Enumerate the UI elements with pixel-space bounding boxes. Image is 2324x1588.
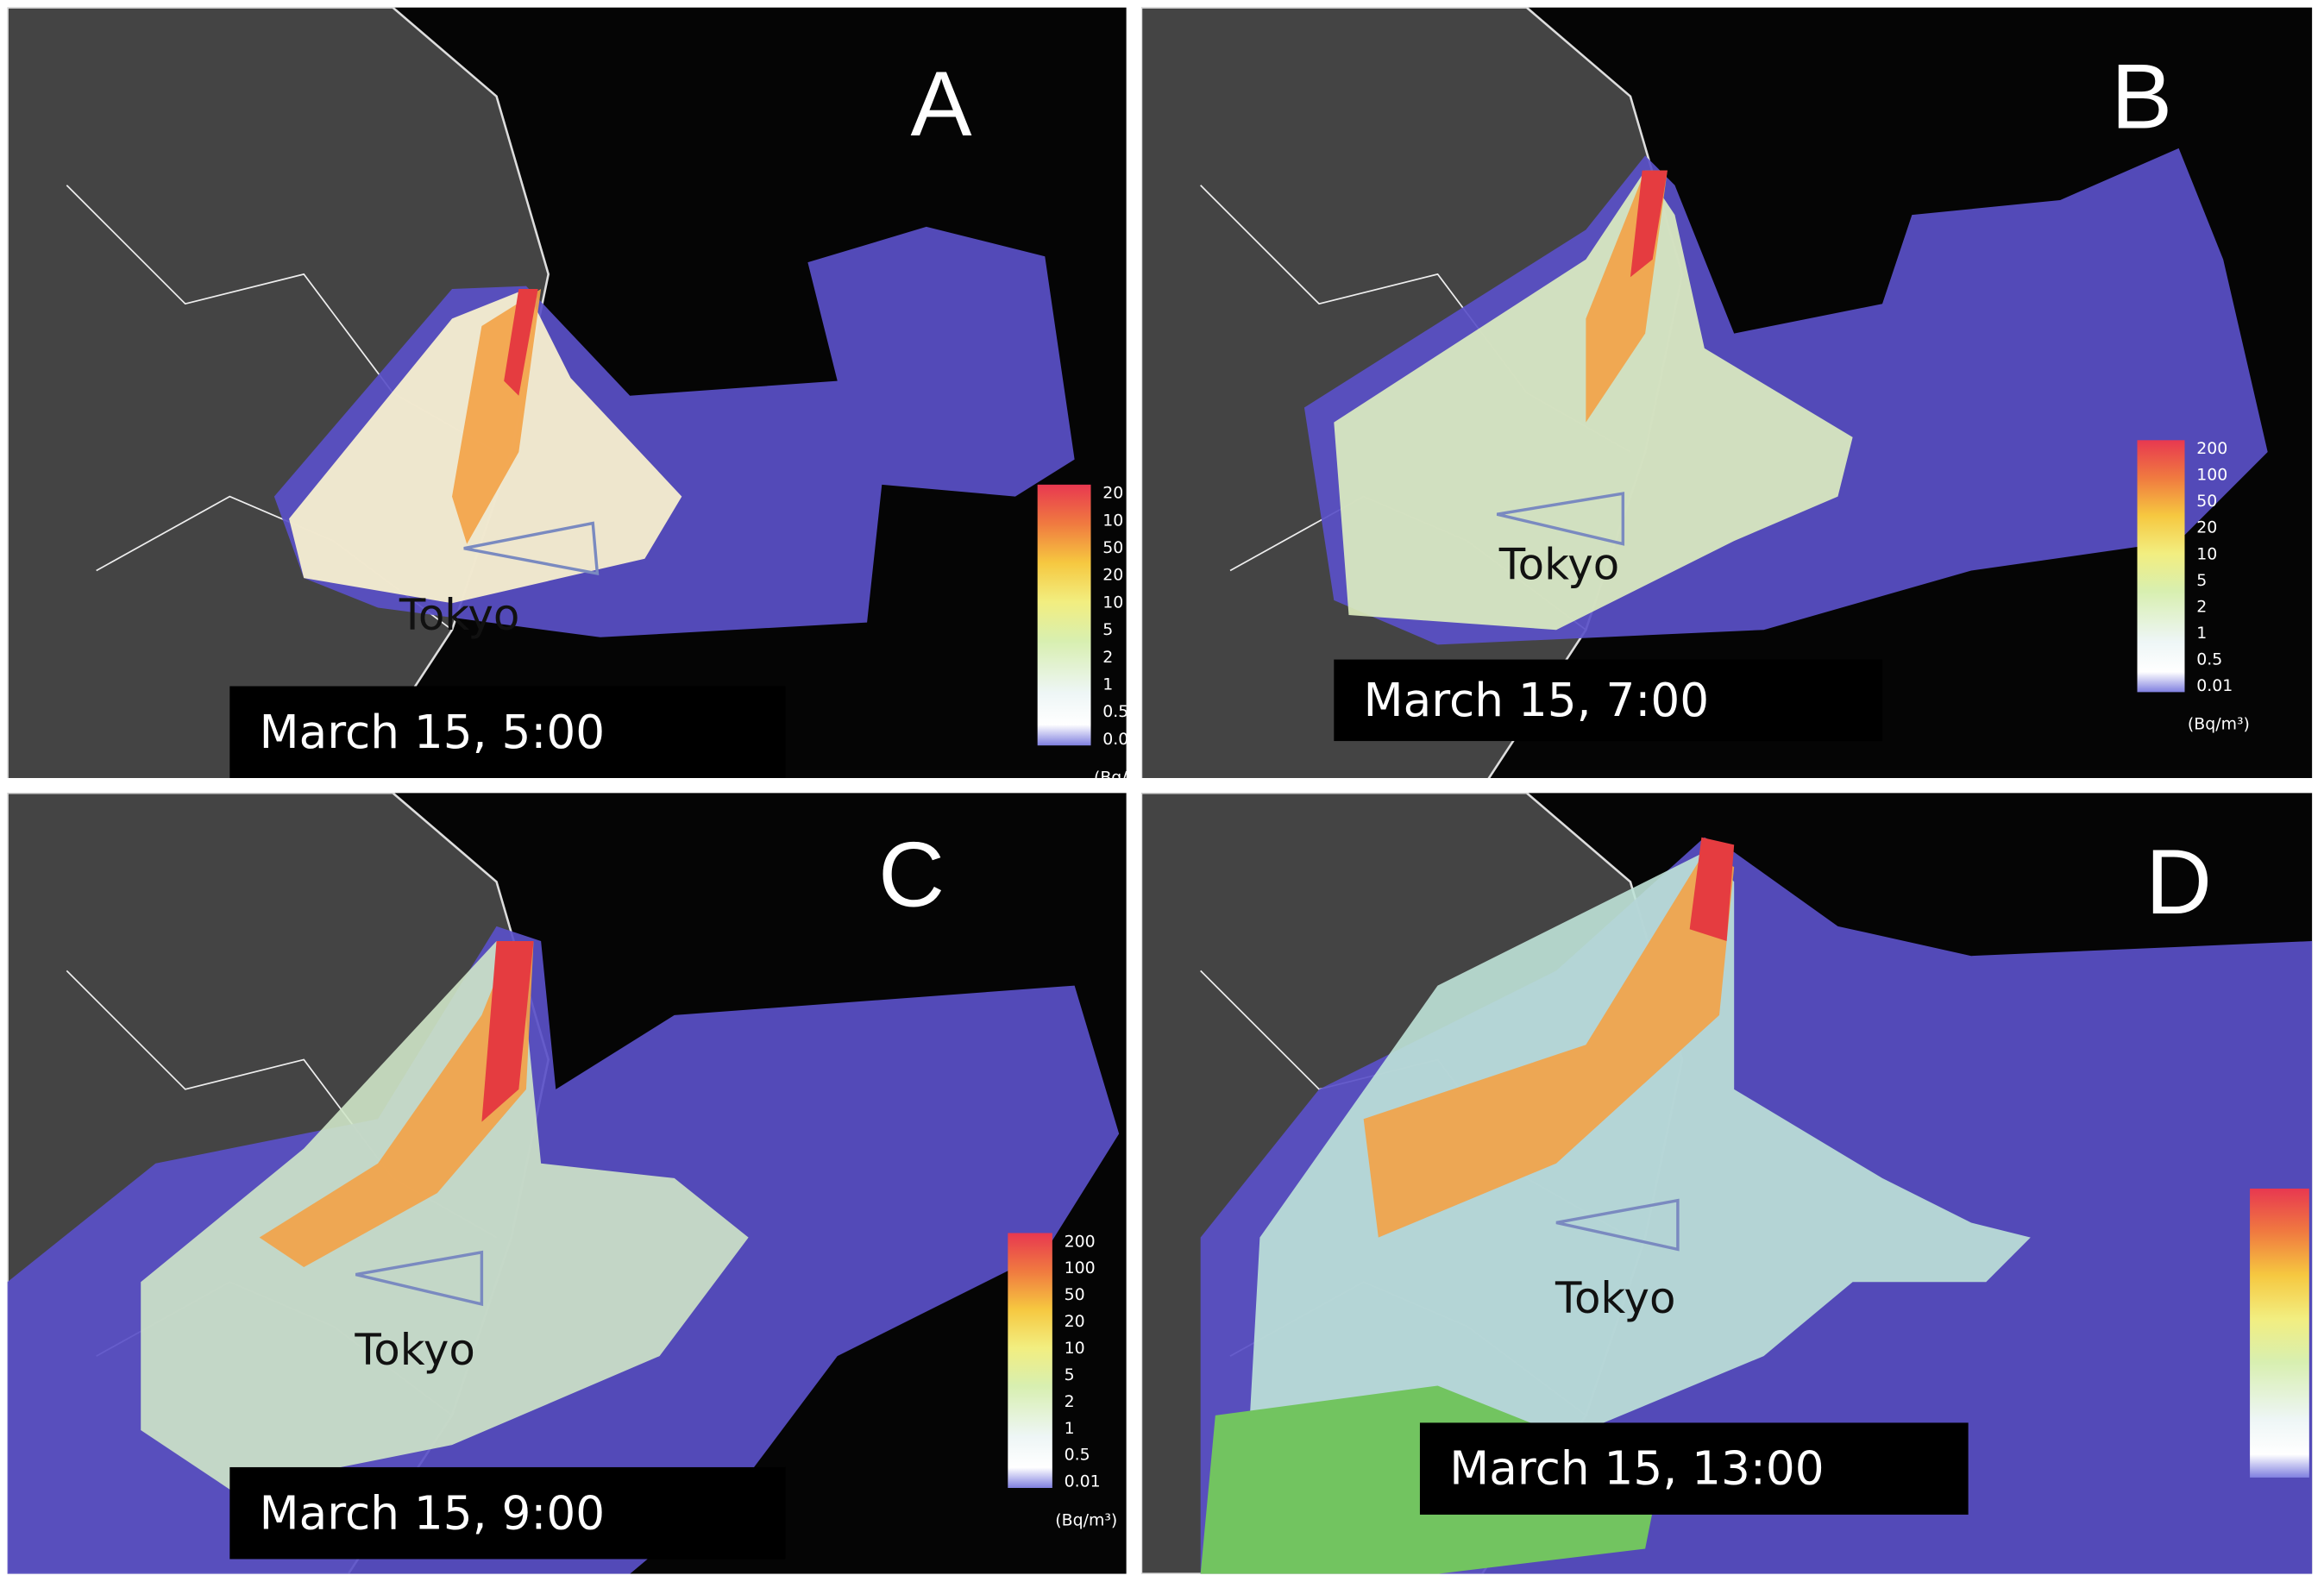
panel-letter: B <box>2111 45 2172 148</box>
time-box <box>1419 1422 1969 1515</box>
legend-label: 10 <box>1102 511 1123 530</box>
legend-unit: (Bq/m³) <box>2188 715 2250 734</box>
city-label: Tokyo <box>399 590 519 640</box>
panel-letter: C <box>878 823 945 926</box>
plume-high <box>1363 851 1735 1238</box>
plume-peak <box>504 289 538 396</box>
legend-label: 10 <box>2196 544 2217 563</box>
legend-label: 200 <box>2196 439 2227 458</box>
legend-label: 0.5 <box>1102 702 1128 721</box>
color-bar <box>1008 1233 1052 1489</box>
legend-label: 2 <box>2196 597 2207 616</box>
time-label: March 15, 9:00 <box>260 1486 605 1540</box>
legend-label: 50 <box>1102 538 1123 557</box>
map-panel: D Tokyo March 15, 13:00 <box>1140 793 2313 1574</box>
map-panel: A Tokyo March 15, 5:00 20 10 50 20 10 5 2 1 0.5 0.01… <box>7 7 1143 788</box>
plume-mid <box>141 941 749 1490</box>
tokyo-pointer <box>355 1250 484 1307</box>
plume-peak <box>481 941 534 1122</box>
time-box <box>229 1466 786 1560</box>
legend-label: 10 <box>1065 1339 1085 1358</box>
map-panel: B Tokyo March 15, 7:00 200 100 50 20 10 5 2 1 0.5 0.… <box>1140 7 2313 779</box>
time-box <box>1334 659 1883 742</box>
legend-label: 5 <box>1102 620 1113 639</box>
tokyo-pointer <box>463 521 600 576</box>
legend-label: 0.5 <box>2196 650 2222 668</box>
legend-label: 200 <box>1065 1232 1096 1251</box>
legend-label: 20 <box>1102 566 1123 585</box>
legend-label: 20 <box>1102 484 1123 503</box>
color-bar <box>2137 440 2185 693</box>
legend-unit: (Bq/m³) <box>1055 1510 1117 1529</box>
time-label: March 15, 7:00 <box>1364 674 1709 727</box>
legend-label: 0.01 <box>1102 730 1139 749</box>
city-label: Tokyo <box>354 1325 474 1375</box>
city-label: Tokyo <box>1555 1273 1675 1323</box>
legend-label: 50 <box>1065 1285 1085 1304</box>
color-bar <box>2250 1188 2309 1478</box>
legend-label: 0.01 <box>2196 676 2233 695</box>
legend-label: 0.5 <box>1065 1446 1090 1465</box>
legend-label: 2 <box>1102 648 1113 667</box>
plume-peak <box>1689 837 1735 942</box>
city-label: Tokyo <box>1498 540 1619 590</box>
time-box <box>229 686 786 779</box>
legend-label: 20 <box>1065 1312 1085 1331</box>
legend-label: 1 <box>1065 1419 1075 1438</box>
time-label: March 15, 13:00 <box>1449 1442 1824 1496</box>
legend-label: 5 <box>2196 571 2207 590</box>
legend-label: 10 <box>1102 593 1123 612</box>
plume-mid <box>1245 851 2031 1504</box>
panel-letter: A <box>910 53 971 155</box>
panel-letter: D <box>2145 831 2212 933</box>
map-panel: C Tokyo March 15, 9:00 200 100 50 20 10 5 2 1 0.5 0.… <box>7 793 1127 1574</box>
legend-label: 100 <box>2196 466 2227 485</box>
legend-label: 0.01 <box>1065 1472 1101 1491</box>
legend-unit: (Bq/m <box>1094 769 1143 788</box>
legend-label: 50 <box>2196 492 2217 511</box>
plume-peak <box>1630 170 1668 278</box>
legend-label: 20 <box>2196 518 2217 537</box>
legend-label: 1 <box>2196 624 2207 643</box>
tokyo-pointer <box>1555 1198 1680 1252</box>
legend-label: 5 <box>1065 1365 1075 1384</box>
time-label: March 15, 5:00 <box>260 706 605 759</box>
legend-label: 100 <box>1065 1258 1096 1277</box>
tokyo-pointer <box>1496 492 1625 546</box>
legend-label: 2 <box>1065 1392 1075 1411</box>
color-bar <box>1037 484 1091 746</box>
legend-label: 1 <box>1102 675 1113 694</box>
